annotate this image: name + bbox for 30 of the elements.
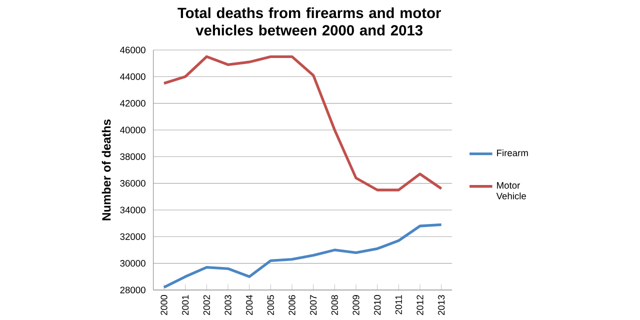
y-tick-label: 30000 [120,260,146,267]
y-tick-label: 44000 [120,73,146,80]
legend-label: Firearm [497,149,528,156]
chart-title: Total deaths from firearms and motor vehicles between 2000 and 2013 [178,7,441,36]
x-tick-label: 2001 [182,295,189,315]
y-tick-label: 40000 [120,126,146,134]
x-tick-label: 2005 [267,295,274,315]
x-tick-label: 2004 [246,294,253,315]
legend-label: Motor Vehicle [496,182,526,200]
x-tick-label: 2008 [331,295,338,315]
x-tick-label: 2013 [438,295,445,315]
x-tick-label: 2000 [160,295,168,315]
x-tick-label: 2009 [352,295,360,315]
y-tick-label: 34000 [120,206,146,214]
y-tick-label: 38000 [120,153,146,160]
x-tick-label: 2006 [288,295,296,315]
x-tick-label: 2002 [203,295,210,315]
line-series [162,55,443,192]
y-tick-label: 42000 [120,100,146,107]
y-axis-title: Number of deaths [102,119,111,220]
y-tick-label: 46000 [120,46,146,54]
y-tick-label: 32000 [120,233,146,240]
y-tick-label: 28000 [120,286,146,294]
x-tick-label: 2010 [374,295,381,315]
y-tick-label: 36000 [120,180,146,187]
x-tick-label: 2011 [395,295,402,314]
x-tick-label: 2007 [310,295,317,315]
x-tick-label: 2003 [224,295,232,315]
x-tick-label: 2012 [416,295,424,315]
line-series [162,223,443,289]
